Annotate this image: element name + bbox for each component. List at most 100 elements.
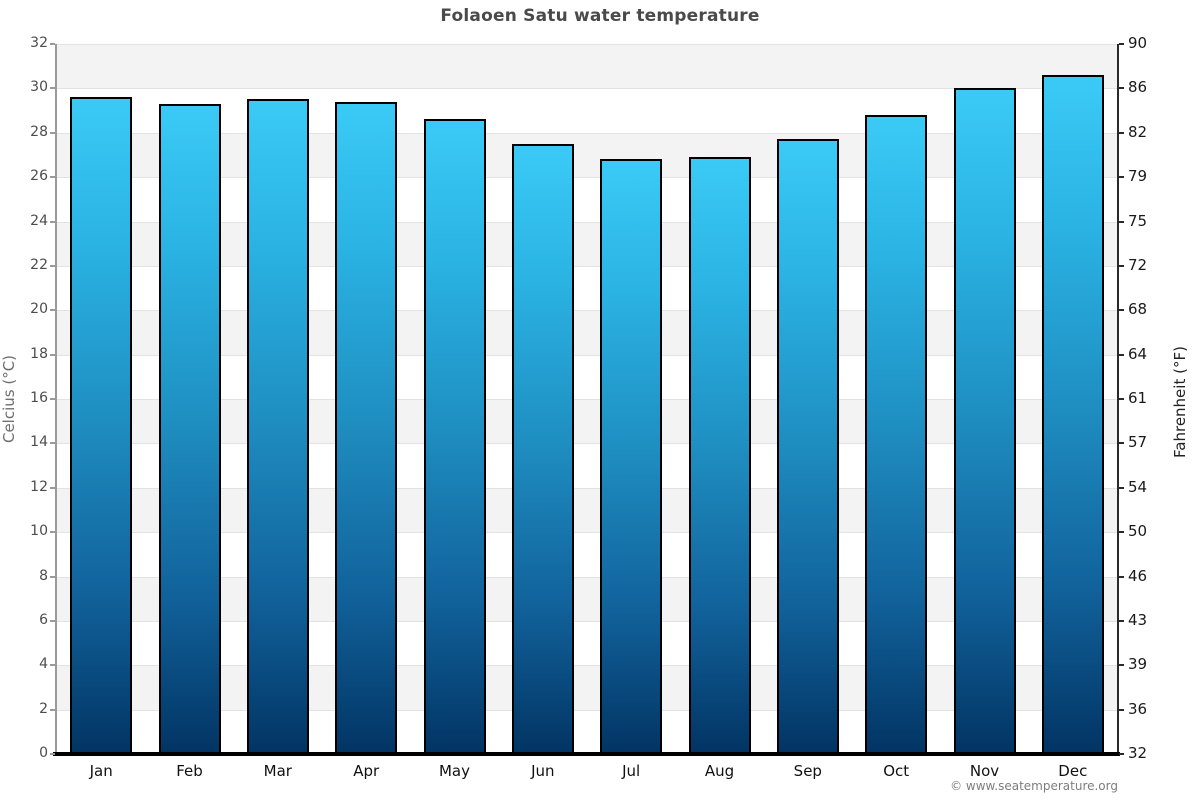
y-tick-label-fahrenheit-72: 72 bbox=[1128, 255, 1148, 274]
tick-mark-left-22 bbox=[50, 264, 55, 267]
y-tick-label-fahrenheit-54: 54 bbox=[1128, 477, 1148, 496]
gridline-28c bbox=[57, 132, 1117, 134]
bar-jan bbox=[70, 97, 133, 754]
gridline-10c bbox=[57, 532, 1117, 534]
y-tick-label-fahrenheit-43: 43 bbox=[1128, 610, 1148, 629]
tick-mark-left-26 bbox=[50, 176, 55, 179]
tick-mark-right-10 bbox=[1119, 531, 1124, 534]
bar-sep bbox=[776, 139, 839, 754]
plot-band bbox=[57, 132, 1117, 178]
y-tick-label-fahrenheit-61: 61 bbox=[1128, 389, 1148, 407]
plot-band bbox=[57, 709, 1117, 754]
bar-oct bbox=[865, 115, 928, 754]
y-axis-line-fahrenheit bbox=[1117, 44, 1119, 755]
tick-mark-left-28 bbox=[50, 131, 55, 134]
x-tick-label-jan: Jan bbox=[89, 762, 113, 780]
gridline-12c bbox=[57, 487, 1117, 489]
gridline-26c bbox=[57, 177, 1117, 179]
y-tick-label-fahrenheit-32: 32 bbox=[1128, 744, 1148, 762]
tick-mark-right-26 bbox=[1119, 176, 1124, 179]
x-tick-label-nov: Nov bbox=[969, 762, 1000, 780]
tick-mark-left-6 bbox=[50, 619, 55, 622]
bar-nov bbox=[953, 88, 1016, 754]
tick-mark-left-20 bbox=[50, 309, 55, 312]
tick-mark-right-12 bbox=[1119, 486, 1124, 489]
bar-dec bbox=[1041, 75, 1104, 754]
bar-aug bbox=[688, 157, 751, 754]
chart-title: Folaoen Satu water temperature bbox=[440, 6, 760, 26]
tick-mark-right-0 bbox=[1119, 753, 1124, 755]
tick-mark-left-4 bbox=[50, 664, 55, 667]
plot-area bbox=[57, 44, 1117, 754]
plot-band bbox=[57, 221, 1117, 266]
y-tick-label-celsius-2: 2 bbox=[39, 700, 48, 717]
x-tick-label-sep: Sep bbox=[793, 762, 822, 780]
plot-band bbox=[57, 576, 1117, 621]
copyright-text: © www.seatemperature.org bbox=[950, 779, 1118, 793]
tick-mark-left-12 bbox=[50, 486, 55, 489]
gridline-8c bbox=[57, 576, 1117, 578]
tick-mark-left-2 bbox=[50, 708, 55, 711]
gridline-32c bbox=[57, 44, 1117, 45]
tick-mark-left-24 bbox=[50, 220, 55, 223]
tick-mark-right-6 bbox=[1119, 619, 1124, 622]
y-tick-label-celsius-28: 28 bbox=[30, 123, 48, 140]
y-tick-label-celsius-0: 0 bbox=[39, 745, 48, 761]
y-tick-label-celsius-18: 18 bbox=[30, 345, 48, 362]
gridline-30c bbox=[57, 88, 1117, 90]
y-tick-label-celsius-6: 6 bbox=[39, 611, 48, 628]
x-tick-label-feb: Feb bbox=[176, 762, 203, 780]
gridline-4c bbox=[57, 665, 1117, 667]
plot-band bbox=[57, 88, 1117, 133]
plot-band bbox=[57, 44, 1117, 89]
plot-band bbox=[57, 620, 1117, 666]
y-tick-label-fahrenheit-79: 79 bbox=[1128, 167, 1148, 186]
y-tick-label-celsius-16: 16 bbox=[30, 390, 48, 406]
plot-band bbox=[57, 265, 1117, 311]
x-axis-line bbox=[53, 752, 1120, 756]
plot-band bbox=[57, 487, 1117, 533]
tick-mark-right-28 bbox=[1119, 131, 1124, 134]
gridline-6c bbox=[57, 620, 1117, 622]
tick-mark-left-10 bbox=[50, 531, 55, 534]
y-tick-label-celsius-14: 14 bbox=[30, 434, 48, 451]
tick-mark-right-18 bbox=[1119, 353, 1124, 356]
y-tick-label-fahrenheit-75: 75 bbox=[1128, 211, 1148, 230]
x-tick-label-aug: Aug bbox=[704, 762, 735, 780]
tick-mark-left-32 bbox=[50, 43, 55, 45]
tick-mark-left-30 bbox=[50, 87, 55, 90]
y-tick-label-fahrenheit-90: 90 bbox=[1128, 34, 1148, 52]
x-tick-label-apr: Apr bbox=[353, 762, 380, 780]
gridline-2c bbox=[57, 709, 1117, 711]
x-tick-label-mar: Mar bbox=[263, 762, 292, 780]
x-tick-label-jun: Jun bbox=[531, 762, 555, 780]
tick-mark-right-20 bbox=[1119, 309, 1124, 312]
plot-band bbox=[57, 443, 1117, 488]
x-tick-label-oct: Oct bbox=[883, 762, 910, 780]
plot-band bbox=[57, 532, 1117, 577]
plot-band bbox=[57, 399, 1117, 444]
tick-mark-right-32 bbox=[1119, 43, 1124, 45]
tick-mark-right-16 bbox=[1119, 398, 1124, 400]
bar-may bbox=[423, 119, 486, 754]
bar-apr bbox=[335, 101, 398, 754]
bar-jun bbox=[511, 143, 574, 754]
gridline-22c bbox=[57, 265, 1117, 267]
y-tick-label-celsius-24: 24 bbox=[30, 212, 48, 229]
y-tick-label-celsius-4: 4 bbox=[39, 656, 48, 673]
tick-mark-right-30 bbox=[1119, 87, 1124, 90]
y-tick-label-fahrenheit-50: 50 bbox=[1128, 522, 1148, 541]
x-tick-label-dec: Dec bbox=[1058, 762, 1088, 780]
y-tick-label-celsius-20: 20 bbox=[30, 301, 48, 318]
gridline-24c bbox=[57, 221, 1117, 223]
x-tick-label-jul: Jul bbox=[622, 762, 641, 780]
gridline-14c bbox=[57, 443, 1117, 445]
gridline-16c bbox=[57, 399, 1117, 400]
tick-mark-left-8 bbox=[50, 575, 55, 578]
y-tick-label-celsius-26: 26 bbox=[30, 168, 48, 185]
gridline-18c bbox=[57, 354, 1117, 356]
tick-mark-right-4 bbox=[1119, 664, 1124, 667]
tick-mark-left-14 bbox=[50, 442, 55, 445]
tick-mark-right-2 bbox=[1119, 708, 1124, 711]
